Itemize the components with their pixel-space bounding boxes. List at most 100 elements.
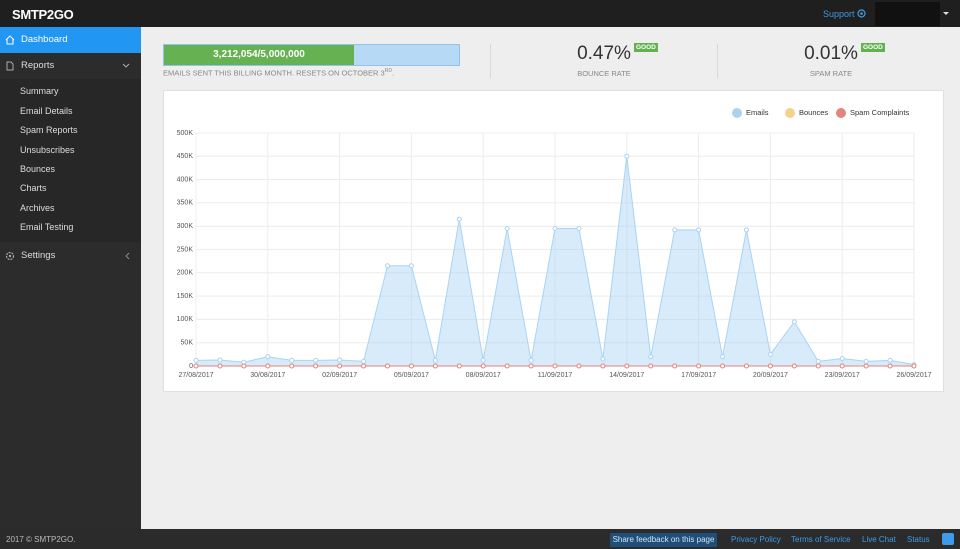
twitter-icon[interactable]	[942, 533, 954, 545]
x-tick-label: 26/09/2017	[896, 372, 931, 379]
stat-value: 0.01%	[804, 43, 858, 64]
note-text: EMAILS SENT THIS BILLING MONTH. RESETS O…	[163, 68, 385, 78]
point	[217, 363, 223, 369]
point	[361, 363, 367, 369]
legend-label: Emails	[746, 108, 769, 117]
usage-note: EMAILS SENT THIS BILLING MONTH. RESETS O…	[163, 68, 394, 78]
point	[911, 363, 917, 369]
footer-link[interactable]: Terms of Service	[791, 535, 851, 544]
y-tick-label: 0	[189, 363, 193, 370]
submenu-item[interactable]: Archives	[20, 203, 55, 213]
doc-icon	[6, 61, 14, 71]
point	[887, 363, 893, 369]
point	[576, 226, 582, 232]
footer	[0, 529, 960, 549]
point	[720, 363, 726, 369]
nav-label: Reports	[21, 60, 55, 71]
nav-reports[interactable]: Reports	[0, 53, 141, 79]
point	[289, 363, 295, 369]
point	[432, 363, 438, 369]
point	[456, 363, 462, 369]
point	[887, 357, 893, 363]
point	[289, 357, 295, 363]
submenu-item[interactable]: Bounces	[20, 164, 56, 174]
note-sup: RD	[384, 68, 392, 74]
x-tick-label: 20/09/2017	[753, 372, 788, 379]
point	[743, 227, 749, 233]
y-tick-label: 300K	[177, 223, 194, 230]
nav-label: Settings	[21, 250, 56, 261]
feedback-button[interactable]: Share feedback on this page	[610, 533, 717, 547]
x-tick-label: 11/09/2017	[538, 372, 573, 379]
legend-swatch	[836, 108, 846, 118]
point	[648, 354, 654, 360]
point	[313, 357, 319, 363]
point	[648, 363, 654, 369]
point	[863, 358, 869, 364]
submenu-item[interactable]: Summary	[20, 86, 59, 96]
x-tick-label: 17/09/2017	[681, 372, 716, 379]
point	[552, 226, 558, 232]
nav-settings[interactable]: Settings	[0, 243, 141, 269]
point	[815, 363, 821, 369]
home-icon	[5, 35, 15, 45]
nav-dashboard[interactable]: Dashboard	[0, 27, 141, 53]
note-end: .	[391, 68, 395, 78]
x-tick-label: 23/09/2017	[825, 372, 860, 379]
support-link[interactable]: Support	[823, 9, 855, 19]
point	[528, 363, 534, 369]
submenu	[0, 79, 141, 242]
point	[337, 357, 343, 363]
point	[337, 363, 343, 369]
point	[480, 363, 486, 369]
footer-link[interactable]: Live Chat	[862, 535, 896, 544]
submenu-item[interactable]: Unsubscribes	[20, 145, 75, 155]
submenu-item[interactable]: Email Testing	[20, 222, 74, 232]
point	[600, 356, 606, 362]
account-menu[interactable]	[875, 2, 940, 26]
x-tick-label: 27/08/2017	[178, 372, 213, 379]
legend-label: Bounces	[799, 108, 828, 117]
y-tick-label: 450K	[177, 153, 194, 160]
x-tick-label: 02/09/2017	[322, 372, 357, 379]
logo[interactable]: SMTP2GO	[12, 7, 74, 22]
point	[504, 226, 510, 232]
copyright: 2017 © SMTP2GO.	[6, 535, 76, 544]
footer-link[interactable]: Privacy Policy	[731, 535, 781, 544]
y-tick-label: 250K	[177, 246, 194, 253]
stat-badge: GOOD	[861, 43, 885, 52]
point	[456, 216, 462, 222]
point	[504, 363, 510, 369]
point	[384, 363, 390, 369]
point	[552, 363, 558, 369]
submenu-item[interactable]: Spam Reports	[20, 125, 78, 135]
point	[672, 363, 678, 369]
point	[408, 263, 414, 269]
x-tick-label: 14/09/2017	[609, 372, 644, 379]
nav-label: Dashboard	[21, 34, 68, 45]
point	[480, 357, 486, 363]
usage-fill	[164, 45, 354, 65]
submenu-item[interactable]: Charts	[20, 183, 47, 193]
x-tick-label: 30/08/2017	[250, 372, 285, 379]
gear-icon	[5, 251, 15, 261]
point	[624, 363, 630, 369]
usage-label: 3,212,054/5,000,000	[213, 49, 305, 60]
y-tick-label: 100K	[177, 316, 194, 323]
point	[743, 363, 749, 369]
submenu-item[interactable]: Email Details	[20, 106, 73, 116]
account-caret[interactable]	[943, 12, 949, 15]
point	[672, 227, 678, 233]
point	[241, 363, 247, 369]
point	[624, 153, 630, 159]
stat-badge: GOOD	[634, 43, 658, 52]
point	[696, 227, 702, 233]
point	[815, 358, 821, 364]
stat-label: SPAM RATE	[809, 69, 853, 78]
y-tick-label: 150K	[177, 293, 194, 300]
legend-label: Spam Complaints	[850, 108, 909, 117]
point	[696, 363, 702, 369]
divider	[490, 44, 491, 78]
footer-link[interactable]: Status	[907, 535, 930, 544]
